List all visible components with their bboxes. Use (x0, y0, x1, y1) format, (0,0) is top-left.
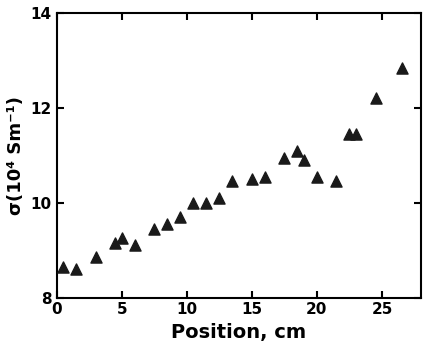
Point (203, 200, 210, 206)
Point (112, 240, 119, 246)
Point (346, 131, 353, 137)
Point (92, 254, 99, 260)
Point (300, 157, 307, 163)
Point (73, 266, 80, 272)
Point (398, 65, 405, 70)
Point (372, 96, 379, 101)
Point (248, 176, 255, 182)
Point (59, 264, 66, 269)
Point (190, 200, 197, 206)
Point (313, 174, 320, 179)
Point (164, 221, 171, 227)
Point (353, 131, 360, 137)
Point (229, 179, 236, 184)
Point (177, 214, 184, 220)
Point (118, 236, 125, 241)
Point (294, 148, 301, 153)
Y-axis label: σ(10⁴ Sm⁻¹): σ(10⁴ Sm⁻¹) (7, 96, 25, 215)
X-axis label: Position, cm: Position, cm (171, 323, 306, 342)
Point (281, 155, 288, 161)
Point (333, 179, 340, 184)
Point (216, 195, 223, 201)
Point (151, 226, 158, 232)
Point (131, 243, 138, 248)
Point (262, 174, 268, 179)
